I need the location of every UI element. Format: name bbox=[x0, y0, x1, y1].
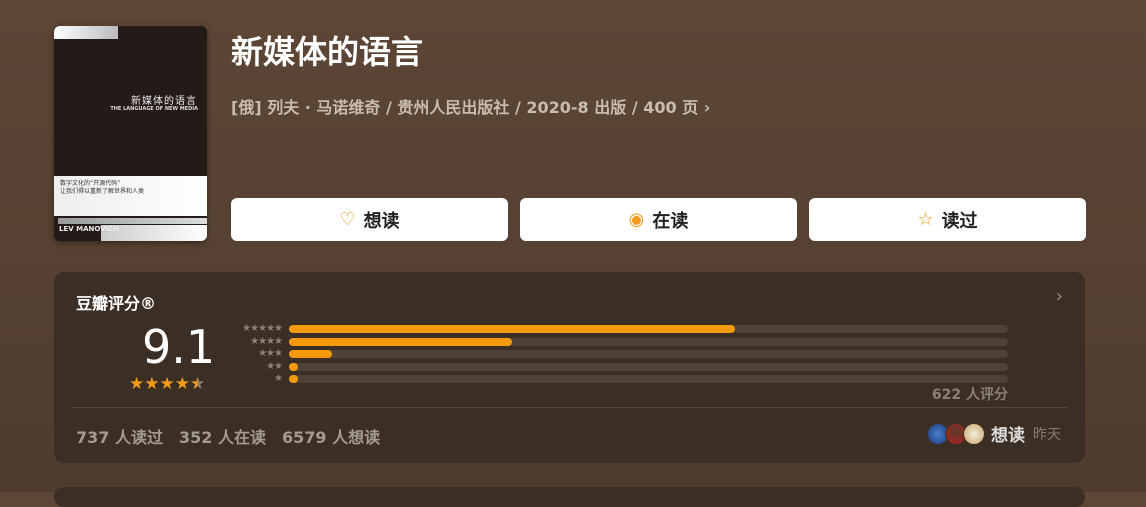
book-title: 新媒体的语言 bbox=[231, 33, 424, 71]
bar-track bbox=[289, 325, 1008, 334]
cover-decoration bbox=[58, 218, 207, 224]
friends-activity[interactable]: 想读 昨天 bbox=[927, 421, 1061, 446]
friends-time: 昨天 bbox=[1033, 426, 1061, 443]
bar-track bbox=[289, 375, 1008, 384]
rating-row: ★ bbox=[224, 373, 1008, 386]
reader-stats: 737 人读过 352 人在读 6579 人想读 bbox=[76, 424, 380, 448]
target-circle-icon: ◉ bbox=[628, 209, 645, 230]
cover-title-en: THE LANGUAGE OF NEW MEDIA bbox=[110, 106, 198, 112]
rating-count: 622 人评分 bbox=[931, 387, 1008, 403]
button-label: 想读 bbox=[363, 210, 400, 232]
heart-plus-icon: ♡ bbox=[339, 209, 356, 230]
rating-row: ★★ bbox=[224, 361, 1008, 374]
bar-fill bbox=[289, 375, 298, 384]
cover-author: LEV MANOVICH bbox=[59, 225, 120, 233]
reading-count[interactable]: 352 人在读 bbox=[178, 428, 266, 447]
rating-row: ★★★★★ bbox=[224, 323, 1008, 336]
reading-button[interactable]: ◉ 在读 bbox=[520, 198, 797, 241]
want-to-read-button[interactable]: ♡ 想读 bbox=[231, 198, 508, 241]
bar-fill bbox=[289, 350, 333, 359]
cover-decoration bbox=[101, 225, 207, 241]
book-cover[interactable]: 新媒体的语言 THE LANGUAGE OF NEW MEDIA 数字文化的“开… bbox=[54, 26, 207, 241]
rating-distribution: ★★★★★ ★★★★ ★★★ ★★ ★ bbox=[224, 323, 1008, 386]
row-stars: ★ bbox=[274, 373, 283, 385]
rating-stars: ★★★★★ bbox=[129, 374, 206, 394]
want-count[interactable]: 6579 人想读 bbox=[281, 428, 381, 447]
avatar bbox=[963, 422, 985, 445]
button-label: 在读 bbox=[652, 210, 689, 232]
row-stars: ★★★ bbox=[258, 348, 283, 360]
row-stars: ★★★★★ bbox=[242, 323, 283, 335]
cover-title: 新媒体的语言 bbox=[131, 96, 197, 107]
button-label: 读过 bbox=[941, 210, 978, 232]
have-read-button[interactable]: ☆ 读过 bbox=[809, 198, 1086, 241]
row-stars: ★★ bbox=[266, 360, 283, 372]
rating-card[interactable]: 豆瓣评分® › 9.1 ★★★★★ ★★★★★ ★★★★ ★★★ ★★ ★ 622 人评… bbox=[54, 272, 1085, 463]
cover-decoration bbox=[54, 26, 118, 39]
next-card bbox=[54, 487, 1085, 507]
bar-track bbox=[289, 362, 1008, 371]
bar-track bbox=[289, 337, 1008, 346]
rating-score: 9.1 bbox=[142, 320, 216, 374]
book-meta-link[interactable]: [俄] 列夫 · 马诺维奇 / 贵州人民出版社 / 2020-8 出版 / 40… bbox=[231, 98, 711, 117]
bar-fill bbox=[289, 362, 298, 371]
read-count[interactable]: 737 人读过 bbox=[76, 428, 163, 447]
bar-fill bbox=[289, 337, 512, 346]
friends-action: 想读 bbox=[991, 426, 1025, 446]
rating-row: ★★★★ bbox=[224, 336, 1008, 349]
rating-title: 豆瓣评分® bbox=[76, 294, 157, 313]
rating-row: ★★★ bbox=[224, 348, 1008, 361]
cover-tagline: 数字文化的“开源代码” 让我们得以重新了解世界和人类 bbox=[54, 176, 207, 216]
divider bbox=[71, 407, 1068, 408]
bar-track bbox=[289, 350, 1008, 359]
row-stars: ★★★★ bbox=[250, 335, 283, 347]
chevron-right-icon[interactable]: › bbox=[1055, 286, 1063, 307]
star-outline-icon: ☆ bbox=[917, 209, 934, 230]
bar-fill bbox=[289, 325, 735, 334]
